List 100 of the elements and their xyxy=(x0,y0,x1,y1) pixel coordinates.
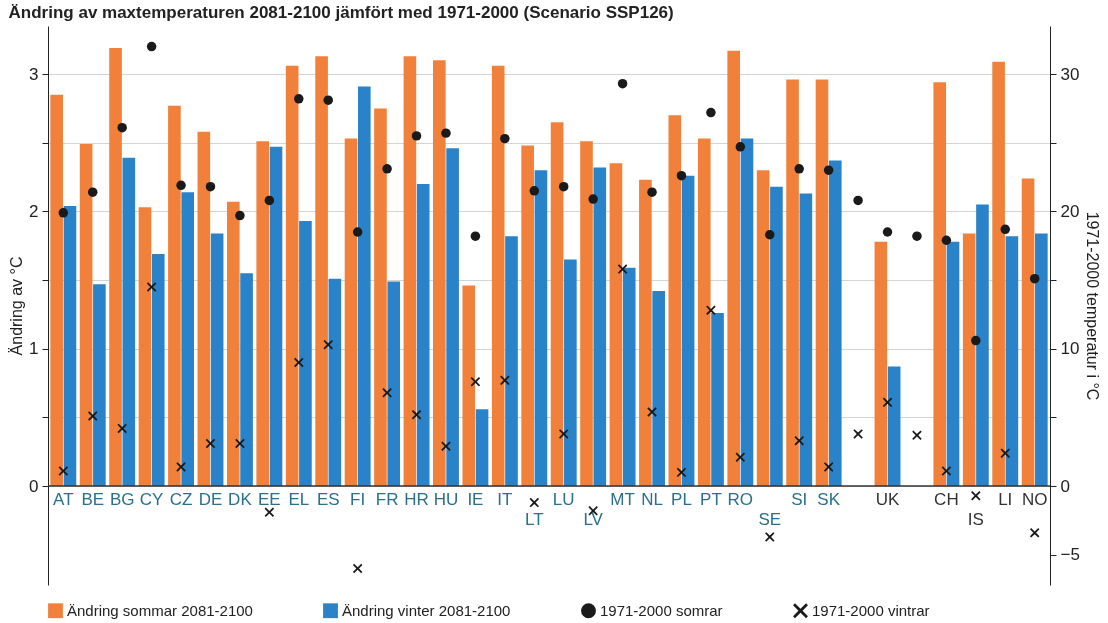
x-tick-label: HR xyxy=(404,490,429,510)
point xyxy=(647,407,657,417)
bar xyxy=(639,179,652,487)
point xyxy=(294,357,304,368)
x-tick-label: CH xyxy=(934,490,959,510)
point xyxy=(235,210,245,221)
x-tick-label: LT xyxy=(524,510,544,530)
point xyxy=(88,187,98,197)
bar xyxy=(874,241,888,487)
x-tick-label: PT xyxy=(700,490,722,510)
point xyxy=(411,409,422,420)
point xyxy=(971,490,981,501)
x-tick-label: UK xyxy=(875,490,900,510)
bar xyxy=(534,170,548,487)
point xyxy=(823,165,834,175)
point xyxy=(794,436,804,446)
bar xyxy=(622,267,636,487)
y-tick-label: 1 xyxy=(29,339,39,359)
y2-tick-label: 30 xyxy=(1060,64,1080,84)
bar xyxy=(668,115,682,487)
bar xyxy=(315,56,328,487)
x-tick-label: BG xyxy=(109,490,135,510)
x-tick-label: FR xyxy=(375,490,399,510)
bar xyxy=(1035,233,1048,487)
point xyxy=(882,227,893,237)
point xyxy=(912,430,922,441)
point xyxy=(706,305,716,316)
y2-tick-label: −5 xyxy=(1060,545,1080,565)
bar xyxy=(403,56,417,487)
bar xyxy=(609,163,623,487)
x-tick-label: LI xyxy=(998,490,1013,510)
bar xyxy=(462,285,476,487)
point xyxy=(1000,448,1010,458)
bar xyxy=(210,233,224,487)
chart-title: Ändring av maxtemperaturen 2081-2100 jämfört med 1971-2000 (Scenario SSP126) xyxy=(8,3,674,22)
y-tick-label: 0 xyxy=(29,476,39,496)
point xyxy=(411,131,422,141)
bar xyxy=(358,86,371,487)
x-tick-label: HU xyxy=(433,490,459,510)
point xyxy=(912,231,922,241)
bar xyxy=(475,409,489,487)
x-tick-label: RO xyxy=(727,490,754,510)
x-tick-label: NL xyxy=(641,490,663,510)
point xyxy=(146,41,157,52)
bar xyxy=(491,65,505,487)
point xyxy=(676,170,687,181)
point xyxy=(853,429,863,439)
y-axis-title: Ändring av °C xyxy=(8,256,26,356)
x-tick-label: IT xyxy=(497,490,513,510)
bar xyxy=(181,192,194,487)
bar xyxy=(269,146,283,487)
bar xyxy=(681,175,695,487)
bar xyxy=(197,131,211,487)
bar xyxy=(299,221,312,487)
point xyxy=(941,235,952,245)
bar xyxy=(93,284,106,487)
bar xyxy=(416,183,430,487)
point xyxy=(264,195,275,206)
point xyxy=(117,423,127,434)
point xyxy=(823,462,834,472)
bar xyxy=(521,145,534,487)
bar xyxy=(815,79,829,487)
point xyxy=(1000,224,1010,235)
bar xyxy=(946,241,960,487)
bar xyxy=(256,141,270,487)
bar xyxy=(285,65,299,487)
point xyxy=(617,78,628,89)
x-tick-label: DE xyxy=(198,490,223,510)
point xyxy=(58,466,69,476)
point xyxy=(205,438,216,449)
x-tick-label: ES xyxy=(316,490,340,510)
point xyxy=(352,227,363,237)
bar xyxy=(387,281,401,487)
point xyxy=(88,411,98,421)
x-tick-label: EE xyxy=(258,490,281,510)
bar xyxy=(138,207,152,487)
x-tick-label: IE xyxy=(467,490,484,510)
x-tick-label: LV xyxy=(583,510,604,530)
x-tick-label: SE xyxy=(758,510,782,530)
bar xyxy=(109,47,122,487)
bar xyxy=(756,170,770,487)
bar xyxy=(992,61,1005,487)
point xyxy=(882,397,893,408)
bar xyxy=(226,201,240,487)
x-tick-label: CZ xyxy=(169,490,193,510)
legend-label: 1971-2000 vintrar xyxy=(812,601,930,619)
point xyxy=(529,497,540,508)
point xyxy=(1029,273,1040,284)
point xyxy=(588,194,598,204)
x-tick-label: AT xyxy=(53,490,74,510)
y-tick-label: 3 xyxy=(29,64,39,84)
bar xyxy=(328,278,342,487)
bar xyxy=(697,138,711,487)
x-tick-label: LU xyxy=(552,490,575,510)
bar xyxy=(505,236,518,487)
point xyxy=(1029,528,1040,538)
bar xyxy=(240,273,253,487)
y2-tick-label: 0 xyxy=(1060,476,1070,496)
bar xyxy=(122,157,136,487)
point xyxy=(323,95,333,105)
